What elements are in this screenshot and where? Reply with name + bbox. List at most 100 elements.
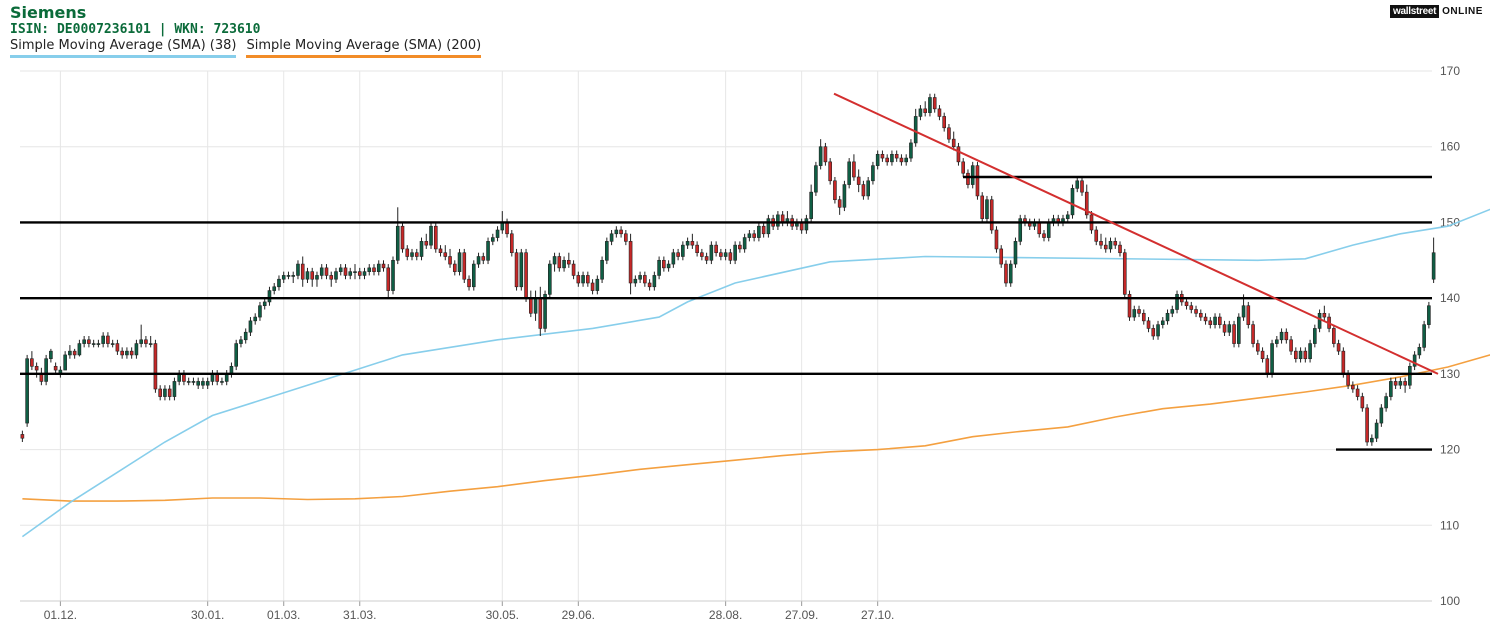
candle-up — [281, 275, 286, 280]
candle-up — [633, 278, 638, 284]
brand-logo-right: ONLINE — [1442, 6, 1483, 17]
candle-up — [471, 263, 476, 288]
candle-down — [951, 138, 956, 148]
candle-down — [856, 176, 861, 185]
candle-down — [1355, 388, 1360, 397]
candle-down — [1203, 316, 1208, 322]
candle-up — [671, 252, 676, 265]
candle-down — [1322, 312, 1327, 318]
candle-down — [20, 434, 25, 439]
candle-down — [1137, 309, 1141, 314]
candle-up — [391, 259, 395, 291]
candle-up — [25, 358, 29, 424]
legend-item-sma200[interactable]: Simple Moving Average (SMA) (200) — [246, 38, 482, 58]
candle-down — [357, 271, 362, 276]
candle-up — [490, 237, 495, 242]
candle-up — [1298, 350, 1303, 360]
candle-up — [638, 275, 642, 280]
candle-up — [985, 199, 989, 219]
candle-up — [605, 241, 609, 261]
candle-up — [913, 116, 918, 144]
candle-down — [828, 161, 832, 182]
candle-down — [994, 229, 999, 250]
candle-down — [728, 252, 733, 261]
candle-down — [1042, 233, 1046, 238]
candle-down — [923, 108, 927, 113]
candle-down — [980, 195, 985, 219]
candle-up — [395, 225, 400, 261]
candle-up — [191, 381, 196, 383]
candle-down — [381, 263, 386, 269]
candle-down — [400, 225, 405, 250]
candle-down — [1146, 320, 1151, 329]
candle-down — [1284, 331, 1289, 341]
candle-up — [1170, 309, 1175, 314]
candle-down — [885, 157, 889, 163]
candle-down — [1393, 381, 1398, 386]
candle-up — [277, 278, 281, 288]
candle-down — [1365, 407, 1369, 443]
x-tick-label: 27.10. — [861, 608, 894, 622]
candle-up — [733, 244, 737, 261]
candle-down — [961, 161, 966, 174]
candle-down — [324, 267, 329, 276]
y-tick-label: 120 — [1440, 443, 1460, 457]
y-tick-label: 140 — [1440, 291, 1460, 305]
candle-down — [643, 275, 647, 284]
candle-up — [1408, 365, 1412, 386]
candle-up — [410, 252, 414, 257]
candle-up — [334, 271, 338, 280]
candle-up — [1013, 241, 1018, 265]
brand-logo-left: wallstreet — [1390, 5, 1440, 18]
candle-up — [134, 343, 139, 356]
x-tick-label: 01.12. — [44, 608, 77, 622]
candle-up — [234, 343, 239, 367]
candle-up — [253, 316, 258, 322]
candle-down — [1113, 241, 1118, 246]
candle-down — [738, 244, 742, 250]
candle-down — [861, 184, 866, 197]
candle-down — [1222, 324, 1227, 333]
candle-up — [866, 180, 870, 197]
candle-up — [681, 244, 685, 257]
candle-up — [747, 233, 752, 238]
candle-down — [1303, 350, 1308, 360]
candle-up — [871, 165, 875, 182]
candle-down — [576, 275, 581, 284]
candle-down — [1336, 343, 1341, 352]
candle-down — [662, 259, 666, 269]
candle-up — [353, 271, 357, 273]
candle-down — [714, 244, 718, 254]
candle-down — [424, 241, 429, 246]
candle-up — [709, 244, 714, 261]
candle-up — [296, 263, 300, 276]
candle-down — [752, 233, 756, 238]
candle-down — [452, 263, 457, 272]
candle-down — [989, 199, 994, 231]
candle-up — [239, 339, 243, 344]
candle-down — [557, 256, 562, 269]
candle-up — [243, 331, 248, 341]
candle-up — [814, 165, 818, 193]
candle-down — [1127, 294, 1132, 318]
candle-down — [1122, 252, 1127, 295]
y-tick-label: 160 — [1440, 140, 1460, 154]
x-tick-label: 01.03. — [267, 608, 300, 622]
candle-down — [1232, 324, 1236, 344]
candle-up — [49, 350, 53, 360]
candle-down — [514, 252, 519, 288]
candle-up — [419, 241, 424, 257]
candle-up — [1422, 324, 1426, 348]
candle-down — [1332, 328, 1336, 344]
candle-down — [72, 350, 77, 356]
candle-down — [153, 343, 158, 390]
candle-down — [975, 165, 980, 197]
candle-down — [1246, 305, 1251, 325]
candle-down — [999, 248, 1004, 265]
candle-down — [481, 256, 486, 261]
candle-up — [1379, 407, 1384, 424]
legend-item-sma38[interactable]: Simple Moving Average (SMA) (38) — [10, 38, 237, 58]
candle-down — [538, 297, 543, 329]
candle-down — [852, 161, 856, 178]
candle-up — [918, 108, 923, 117]
